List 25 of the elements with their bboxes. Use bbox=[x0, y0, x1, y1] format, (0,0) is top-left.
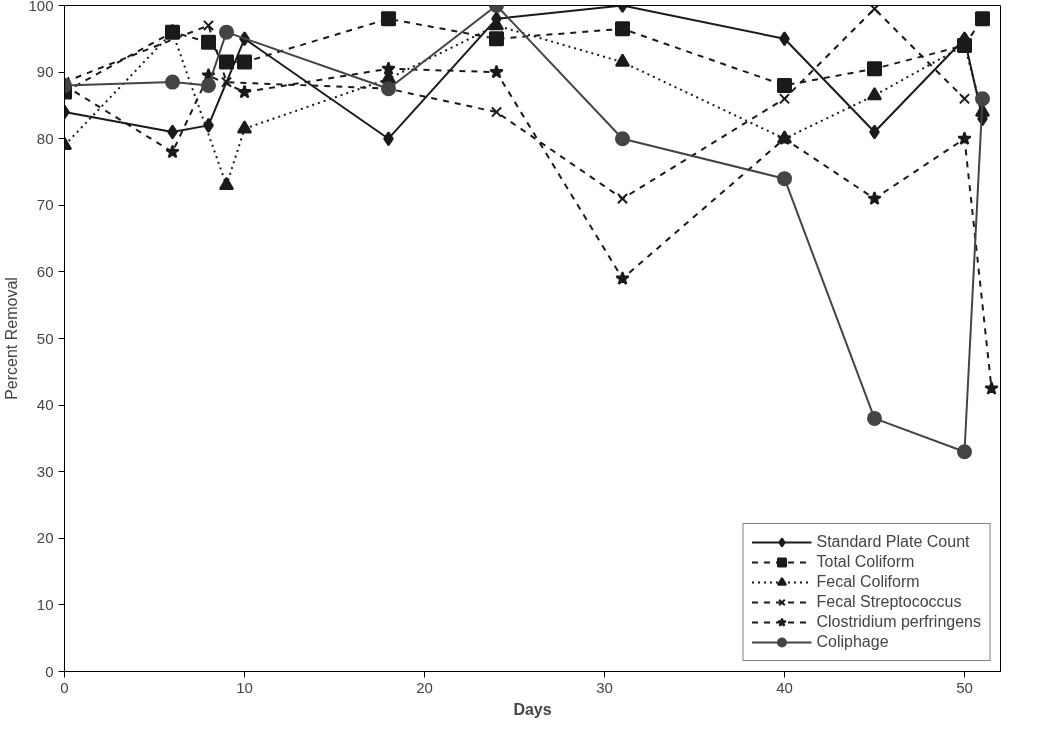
y-tick-label: 90 bbox=[36, 63, 54, 81]
x-tick-label: 20 bbox=[416, 678, 433, 696]
x-tick-label: 0 bbox=[60, 678, 69, 696]
legend-label: Clostridium perfringens bbox=[816, 613, 981, 631]
y-tick-label: 0 bbox=[45, 662, 54, 680]
y-tick-label: 100 bbox=[28, 0, 54, 14]
y-axis-title: Percent Removal bbox=[3, 277, 21, 400]
y-tick-label: 80 bbox=[36, 129, 54, 147]
legend-label: Fecal Coliform bbox=[816, 573, 920, 591]
y-tick-label: 10 bbox=[36, 595, 54, 613]
y-tick-label: 50 bbox=[36, 329, 54, 347]
y-tick-label: 70 bbox=[36, 196, 54, 214]
legend-label: Total Coliform bbox=[816, 553, 915, 571]
legend-label: Standard Plate Count bbox=[816, 533, 970, 551]
legend-label: Coliphage bbox=[816, 633, 889, 651]
x-tick-label: 30 bbox=[596, 678, 613, 696]
x-tick-label: 40 bbox=[776, 678, 793, 696]
legend-label: Fecal Streptococcus bbox=[816, 593, 962, 611]
x-tick-label: 10 bbox=[236, 678, 253, 696]
y-tick-label: 40 bbox=[36, 396, 54, 414]
x-axis-title: Days bbox=[513, 700, 552, 718]
y-tick-label: 60 bbox=[36, 262, 54, 280]
y-tick-label: 20 bbox=[36, 529, 54, 547]
x-tick-label: 50 bbox=[956, 678, 973, 696]
y-tick-label: 30 bbox=[36, 462, 54, 480]
